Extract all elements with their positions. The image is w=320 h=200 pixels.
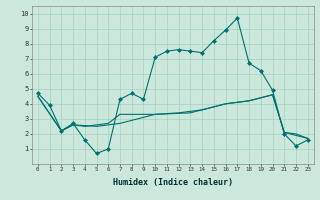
X-axis label: Humidex (Indice chaleur): Humidex (Indice chaleur) [113,178,233,187]
